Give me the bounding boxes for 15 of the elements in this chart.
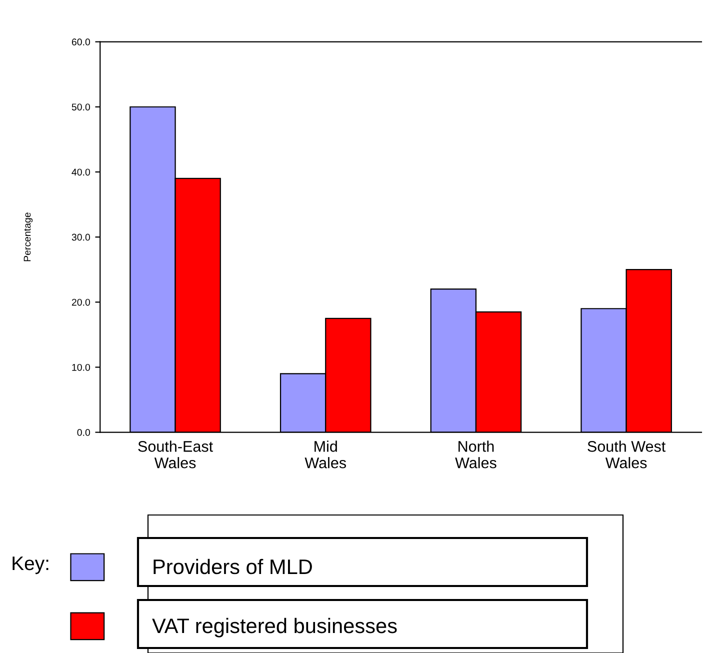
legend-label: Providers of MLD: [154, 558, 312, 574]
y-axis-title: Percentage: [24, 212, 33, 262]
y-tick-label: 0.0: [77, 429, 90, 436]
legend-label: VAT registered businesses: [152, 618, 397, 638]
y-tick-label: 20.0: [72, 298, 90, 306]
x-tick-label: Mid Wales: [304, 440, 346, 468]
y-tick-label: 60.0: [72, 38, 90, 46]
y-tick-label: 40.0: [72, 168, 90, 176]
y-tick-label: 10.0: [72, 364, 90, 371]
y-tick-label: 50.0: [72, 104, 90, 110]
x-tick-label: South-East Wales: [138, 440, 213, 468]
x-tick-label: North Wales: [455, 440, 496, 468]
y-tick-label: 30.0: [72, 234, 90, 241]
x-tick-label: South West Wales: [588, 440, 666, 468]
legend-title: Key:: [12, 556, 48, 574]
